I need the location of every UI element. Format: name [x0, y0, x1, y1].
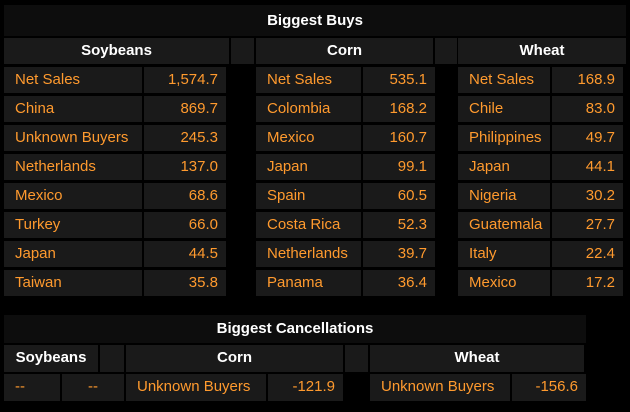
buyer-label: Mexico	[256, 125, 361, 151]
buyer-label: Mexico	[4, 183, 142, 209]
buyer-label: Panama	[256, 270, 361, 296]
sales-value: 1,574.7	[144, 67, 226, 93]
sales-value: 99.1	[363, 154, 435, 180]
buyer-label: Netherlands	[4, 154, 142, 180]
buyer-label: Japan	[4, 241, 142, 267]
sales-value: 30.2	[552, 183, 623, 209]
sales-value: 535.1	[363, 67, 435, 93]
sales-value: 52.3	[363, 212, 435, 238]
buyer-label: Japan	[256, 154, 361, 180]
sales-value: 245.3	[144, 125, 226, 151]
buyer-label: China	[4, 96, 142, 122]
cancel-label: --	[4, 374, 60, 401]
cancel-header-soybeans: Soybeans	[4, 345, 98, 372]
buyer-label: Colombia	[256, 96, 361, 122]
sales-value: 36.4	[363, 270, 435, 296]
header-spacer	[345, 345, 368, 372]
header-spacer	[435, 38, 457, 64]
sales-value: 60.5	[363, 183, 435, 209]
sales-value: 160.7	[363, 125, 435, 151]
buyer-label: Taiwan	[4, 270, 142, 296]
cancel-value: -121.9	[268, 374, 343, 401]
header-spacer	[231, 38, 254, 64]
cancel-value: -156.6	[512, 374, 586, 401]
buyer-label: Japan	[458, 154, 550, 180]
buyer-label: Chile	[458, 96, 550, 122]
biggest-cancellations-title: Biggest Cancellations	[4, 315, 586, 343]
buyer-label: Netherlands	[256, 241, 361, 267]
cancel-value: --	[62, 374, 124, 401]
sales-value: 27.7	[552, 212, 623, 238]
buyer-label: Costa Rica	[256, 212, 361, 238]
sales-value: 22.4	[552, 241, 623, 267]
column-header-wheat: Wheat	[458, 38, 626, 64]
buyer-label: Philippines	[458, 125, 550, 151]
sales-value: 83.0	[552, 96, 623, 122]
header-spacer	[100, 345, 124, 372]
sales-value: 68.6	[144, 183, 226, 209]
buyer-label: Net Sales	[256, 67, 361, 93]
sales-value: 168.9	[552, 67, 623, 93]
sales-value: 17.2	[552, 270, 623, 296]
biggest-cancellations-panel: Biggest Cancellations Soybeans Corn Wheat -…	[4, 315, 586, 404]
sales-value: 168.2	[363, 96, 435, 122]
buyer-label: Unknown Buyers	[4, 125, 142, 151]
biggest-buys-panel: Biggest Buys Soybeans Net Sales 1,574.7 Chi…	[4, 5, 626, 298]
sales-value: 137.0	[144, 154, 226, 180]
buyer-label: Mexico	[458, 270, 550, 296]
sales-value: 49.7	[552, 125, 623, 151]
buyer-label: Net Sales	[458, 67, 550, 93]
sales-value: 39.7	[363, 241, 435, 267]
cancel-label: Unknown Buyers	[370, 374, 510, 401]
buyer-label: Italy	[458, 241, 550, 267]
sales-value: 869.7	[144, 96, 226, 122]
cancel-label: Unknown Buyers	[126, 374, 266, 401]
cancel-header-wheat: Wheat	[370, 345, 584, 372]
column-header-soybeans: Soybeans	[4, 38, 229, 64]
buyer-label: Spain	[256, 183, 361, 209]
buyer-label: Nigeria	[458, 183, 550, 209]
column-header-corn: Corn	[256, 38, 433, 64]
buyer-label: Turkey	[4, 212, 142, 238]
sales-value: 44.1	[552, 154, 623, 180]
buyer-label: Guatemala	[458, 212, 550, 238]
buyer-label: Net Sales	[4, 67, 142, 93]
biggest-buys-title: Biggest Buys	[4, 5, 626, 36]
sales-value: 44.5	[144, 241, 226, 267]
sales-value: 66.0	[144, 212, 226, 238]
cancel-header-corn: Corn	[126, 345, 343, 372]
sales-value: 35.8	[144, 270, 226, 296]
